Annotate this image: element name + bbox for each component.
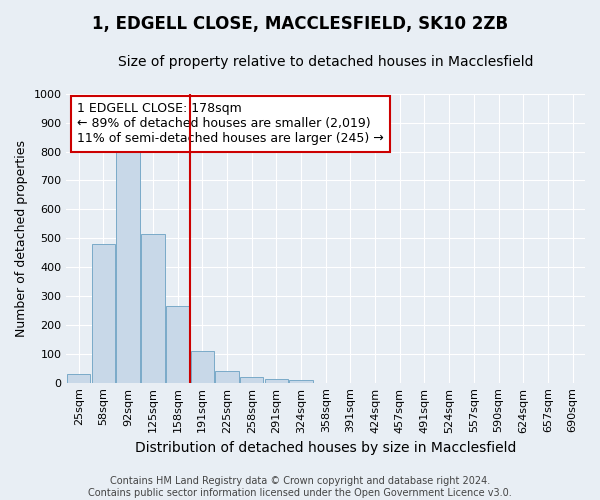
Bar [191, 351, 214, 382]
Bar [240, 377, 263, 382]
Bar [265, 379, 288, 382]
Bar [116, 146, 140, 382]
Y-axis label: Number of detached properties: Number of detached properties [15, 140, 28, 336]
Bar [67, 374, 91, 382]
Text: 1, EDGELL CLOSE, MACCLESFIELD, SK10 2ZB: 1, EDGELL CLOSE, MACCLESFIELD, SK10 2ZB [92, 15, 508, 33]
Bar [92, 244, 115, 382]
Bar [166, 306, 189, 382]
Bar [141, 234, 164, 382]
Text: 1 EDGELL CLOSE: 178sqm
← 89% of detached houses are smaller (2,019)
11% of semi-: 1 EDGELL CLOSE: 178sqm ← 89% of detached… [77, 102, 383, 146]
Bar [215, 371, 239, 382]
Text: Contains HM Land Registry data © Crown copyright and database right 2024.
Contai: Contains HM Land Registry data © Crown c… [88, 476, 512, 498]
X-axis label: Distribution of detached houses by size in Macclesfield: Distribution of detached houses by size … [135, 441, 517, 455]
Bar [289, 380, 313, 382]
Title: Size of property relative to detached houses in Macclesfield: Size of property relative to detached ho… [118, 55, 533, 69]
